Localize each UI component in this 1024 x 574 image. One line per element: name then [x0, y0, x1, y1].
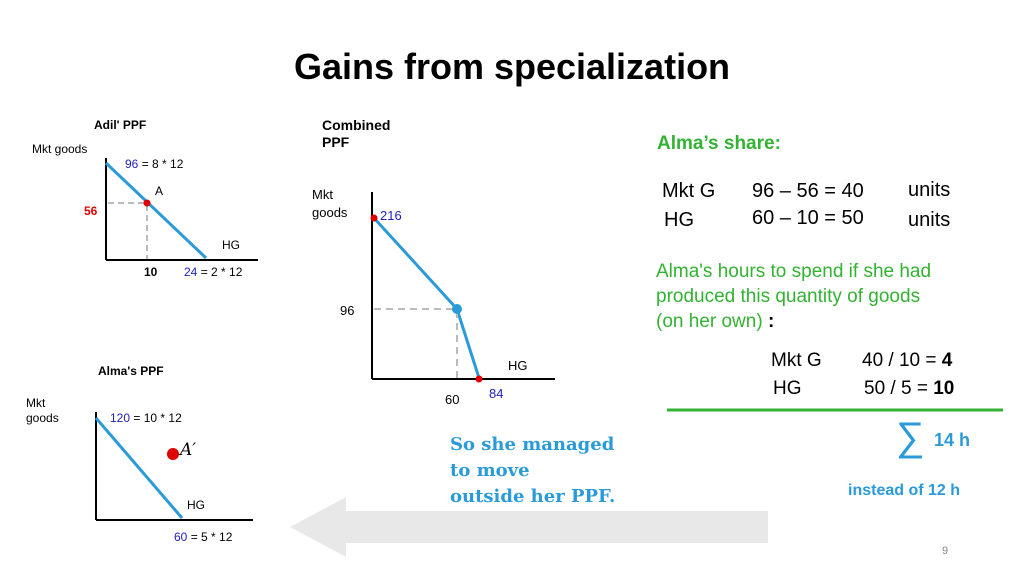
alma-x-axis-label: HG [187, 498, 205, 512]
share-row-hg-label: HG [664, 209, 694, 231]
share-row-hg-calc: 60 – 10 = 50 [752, 207, 864, 229]
combined-ppf-line [372, 216, 481, 379]
hours-row-mkt-calc: 40 / 10 = 4 [862, 350, 953, 371]
hours-line-3: (on her own) [656, 311, 768, 332]
alma-y-intercept-value: 120 [110, 411, 131, 425]
adil-ppf-line [104, 161, 208, 260]
share-row-hg-unit: units [908, 209, 951, 231]
adil-x-intercept-value: 24 [184, 265, 198, 279]
adil-y-intercept-label: 96 = 8 * 12 [125, 157, 183, 171]
combined-y-intercept-point [370, 214, 378, 222]
combined-kink-y: 96 [340, 303, 355, 318]
alma-x-intercept-label: 60 = 5 * 12 [174, 530, 232, 544]
adil-x-intercept-label: 24 = 2 * 12 [184, 265, 242, 279]
adil-x-axis-label: HG [222, 238, 240, 252]
hours-row-mkt-result: 4 [941, 350, 953, 371]
adil-y-axis-label: Mkt goods [32, 142, 88, 156]
total-hours: 14 h [934, 430, 971, 450]
hours-line-2: produced this quantity of goods [656, 286, 921, 307]
alma-ppf-title: Alma's PPF [98, 364, 164, 378]
adil-y-intercept-value: 96 [125, 157, 139, 171]
combined-x-intercept-point [475, 375, 483, 383]
adil-ppf-title: Adil' PPF [94, 118, 147, 132]
slide-title: Gains from specialization [293, 46, 731, 87]
alma-point-a-prime [167, 448, 179, 460]
alma-x-intercept-formula: = 5 * 12 [187, 530, 233, 544]
sum-symbol: ∑ [896, 415, 925, 459]
alma-point-a-prime-label: A′ [180, 440, 197, 460]
adil-point-a-label: A [155, 184, 164, 198]
adil-x-intercept-formula: = 2 * 12 [197, 265, 243, 279]
hours-line-1: Alma's hours to spend if she had [656, 261, 932, 282]
share-row-mkt-calc: 96 – 56 = 40 [752, 180, 864, 202]
alma-y-axis-label: Mkt goods [26, 396, 59, 425]
combined-ppf-title: Combined PPF [322, 117, 391, 150]
alma-x-intercept-value: 60 [174, 530, 188, 544]
conclusion-line-1: So she managed [450, 434, 615, 455]
hours-colon: : [767, 311, 775, 332]
alma-y-intercept-label: 120 = 10 * 12 [110, 411, 182, 425]
share-row-mkt-unit: units [908, 179, 951, 201]
conclusion-line-3: outside her PPF. [450, 486, 616, 507]
conclusion-text: So she managed to move outside her PPF. [450, 432, 615, 510]
instead-text: instead of 12 h [848, 482, 961, 499]
hours-explanation: Alma's hours to spend if she had produce… [656, 259, 931, 334]
combined-x-intercept: 84 [489, 386, 504, 401]
alma-share-heading: Alma’s share: [657, 133, 781, 154]
alma-ppf-graph [94, 412, 253, 521]
conclusion-line-2: to move [450, 460, 530, 481]
combined-y-intercept: 216 [380, 208, 402, 223]
alma-y-intercept-formula: = 10 * 12 [130, 411, 182, 425]
combined-kink-point [452, 304, 462, 314]
adil-point-a [143, 199, 151, 207]
left-arrow [290, 497, 768, 557]
combined-kink-x: 60 [445, 392, 460, 407]
combined-y-axis-label: Mkt goods [312, 187, 348, 220]
adil-point-y-value: 56 [84, 204, 98, 218]
adil-y-intercept-formula: = 8 * 12 [138, 157, 184, 171]
adil-point-x-value: 10 [144, 265, 158, 279]
hours-row-hg-result: 10 [933, 378, 955, 399]
alma-ppf-line [94, 417, 184, 519]
hours-row-mkt-label: Mkt G [771, 350, 822, 371]
combined-x-axis-label: HG [508, 358, 528, 373]
hours-row-hg-calc: 50 / 5 = 10 [864, 378, 955, 399]
page-number: 9 [942, 545, 949, 557]
combined-ppf-graph [370, 192, 555, 383]
adil-ppf-graph [104, 158, 258, 261]
share-row-mkt-label: Mkt G [662, 180, 716, 202]
hours-row-hg-label: HG [773, 378, 802, 399]
